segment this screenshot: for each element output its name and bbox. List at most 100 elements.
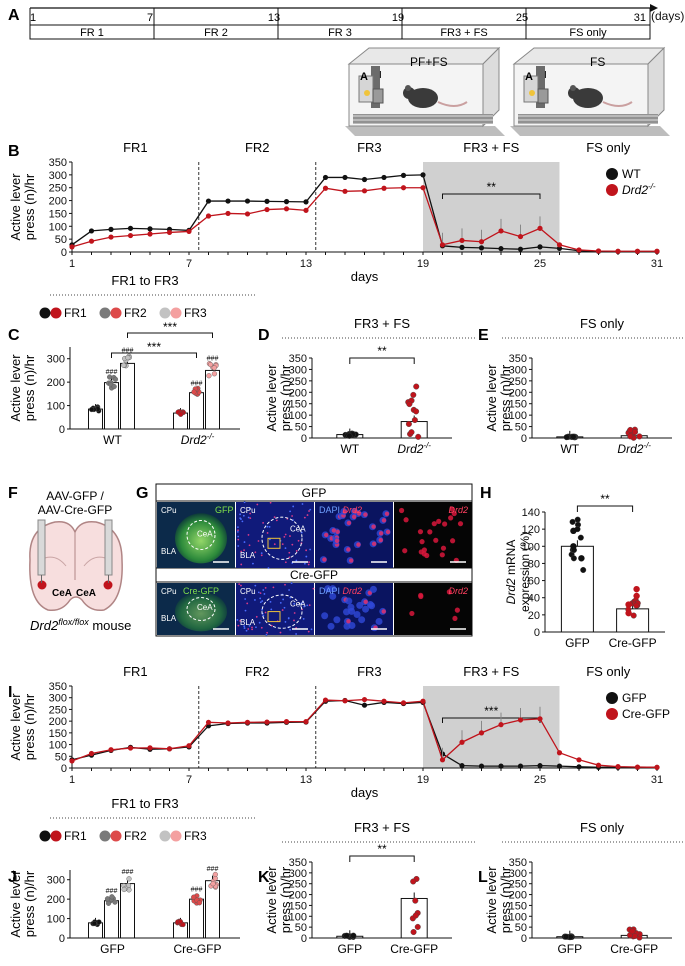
data-point (264, 198, 270, 204)
x-tick-label: 19 (417, 774, 429, 786)
cell-dot (237, 624, 240, 627)
timeline-day-label: 7 (147, 12, 153, 24)
cell-dot (261, 600, 264, 602)
legend-marker (39, 307, 51, 319)
cell-dot (283, 606, 286, 609)
cell-dot (258, 621, 261, 624)
x-tick-label: 19 (417, 258, 429, 270)
panel-label-j: J (8, 869, 17, 886)
data-dot (633, 592, 640, 600)
data-point (654, 248, 660, 254)
data-dot (629, 928, 636, 935)
gfp-expression (175, 513, 227, 564)
data-dot (177, 919, 183, 925)
cell-dot (288, 556, 291, 559)
data-dot (410, 929, 417, 936)
category-label: GFP (565, 636, 590, 650)
cell-dot (237, 535, 240, 538)
cell-dot (240, 584, 242, 587)
data-point (459, 739, 465, 745)
operant-box-1: A I PF+FS (345, 46, 505, 136)
legend-label: FR2 (124, 829, 147, 843)
cell-dot (291, 543, 294, 546)
x-axis-label: days (351, 785, 379, 800)
significance-bracket (127, 332, 213, 338)
lever-i-label: I (379, 70, 382, 81)
cell-dot (243, 501, 246, 504)
panel-f-title-1: AAV-GFP / (46, 489, 104, 503)
legend-label: GFP (622, 691, 647, 705)
legend-marker (39, 830, 51, 842)
y-tick-label: 350 (289, 857, 307, 869)
mouse-line-label: Drd2flox/flox mouse (30, 617, 131, 633)
cell-dot (309, 548, 312, 551)
timeline-arrow-icon (650, 4, 658, 12)
data-point (88, 238, 95, 244)
y-tick-label: 100 (289, 410, 307, 422)
cell-dot (240, 550, 243, 553)
x-tick-label: 25 (534, 258, 546, 270)
chart-title: FR3 + FS (354, 316, 410, 331)
data-point (537, 244, 543, 250)
data-dot (211, 365, 217, 371)
drd2-signal (381, 518, 387, 523)
nucleus (329, 585, 337, 593)
data-dot (570, 543, 577, 550)
bar-annotation: ### (106, 888, 118, 895)
data-dot (126, 876, 132, 882)
y-tick-label: 200 (289, 387, 307, 399)
significance-bracket (442, 193, 541, 199)
data-point (186, 228, 192, 235)
legend-label: FR1 (64, 829, 87, 843)
y-tick-label: 350 (49, 681, 67, 693)
box1-label: PF+FS (410, 55, 448, 69)
data-point (264, 206, 270, 213)
significance-label: *** (163, 320, 177, 334)
tile-label: CPu (161, 506, 177, 515)
data-dot (630, 612, 637, 619)
y-axis-label: Active leverpress (n)/hr (8, 870, 37, 938)
data-point (595, 762, 602, 768)
legend-marker (99, 307, 111, 319)
cell-dot (248, 507, 251, 510)
drd2-signal (452, 615, 458, 622)
y-tick-label: 250 (49, 704, 67, 716)
category-label: Drd2-/- (617, 441, 651, 456)
cell-dot (243, 549, 245, 552)
cell-dot (295, 559, 298, 562)
cell-dot (267, 567, 270, 569)
data-point (147, 226, 153, 232)
data-dot (410, 878, 417, 885)
drd2-signal (356, 542, 361, 547)
nucleus (369, 585, 377, 593)
drd2-signal (409, 610, 415, 617)
cell-dot (268, 538, 271, 541)
tile-label: CeA (197, 529, 213, 538)
cell-dot (292, 505, 295, 508)
data-dot (125, 355, 131, 361)
drd2-signal (378, 537, 383, 543)
cell-dot (244, 609, 247, 612)
data-point (127, 745, 134, 751)
data-point (498, 763, 504, 769)
data-dot (570, 555, 577, 562)
bar-annotation: ### (191, 380, 203, 387)
cell-dot (264, 611, 267, 614)
drd2-signal (431, 521, 437, 527)
y-tick-label: 300 (49, 170, 67, 182)
data-dot (411, 417, 418, 424)
cell-dot (266, 631, 269, 634)
data-dot (104, 896, 111, 902)
data-dot (632, 429, 639, 436)
mouse-icon (568, 85, 633, 108)
data-point (576, 247, 582, 253)
nucleus (362, 605, 370, 613)
cell-dot (265, 634, 268, 636)
data-point (342, 188, 348, 194)
x-tick-label: 13 (300, 774, 312, 786)
y-tick-label: 200 (289, 890, 307, 902)
data-point (400, 185, 407, 191)
cell-dot (302, 617, 305, 620)
data-dot (109, 894, 115, 900)
